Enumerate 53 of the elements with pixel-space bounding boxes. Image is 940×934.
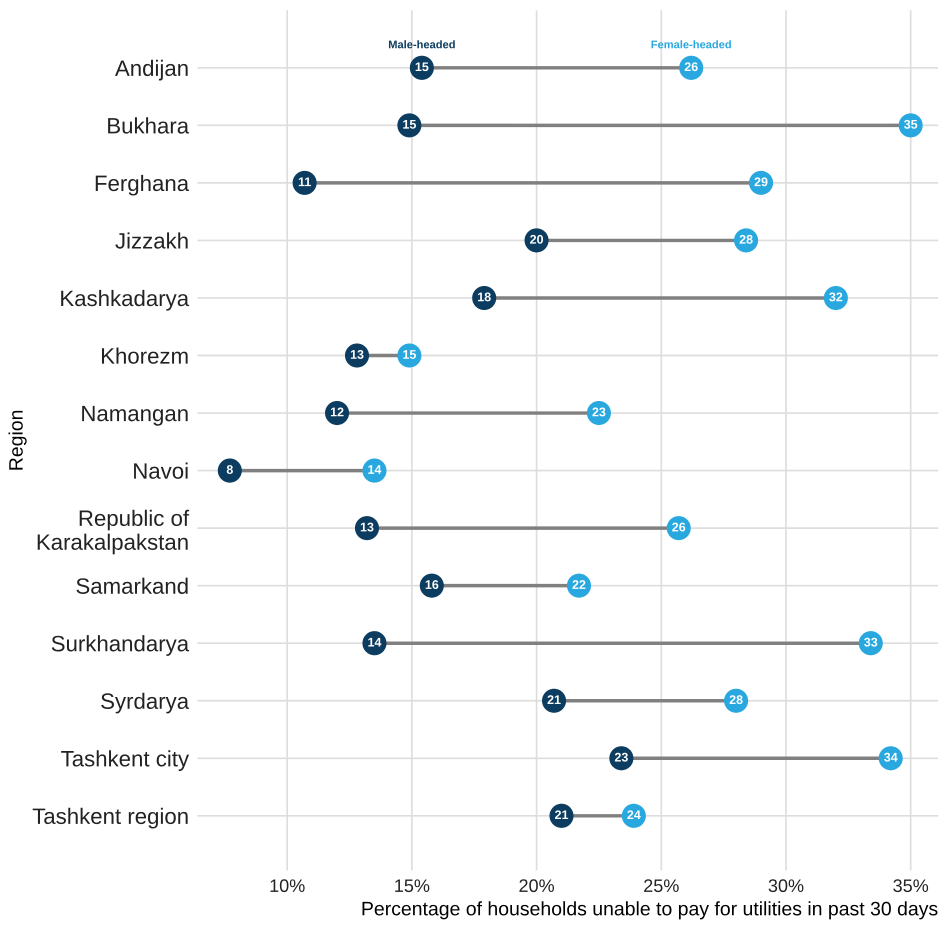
y-tick-label: Kashkadarya: [61, 290, 190, 311]
data-label: 34: [884, 752, 898, 762]
data-label: 21: [548, 695, 561, 704]
data-label: 15: [416, 62, 428, 72]
y-tick-label: Samarkand: [76, 578, 188, 594]
data-label: 28: [740, 234, 753, 244]
y-tick-label: Namangan: [82, 406, 188, 426]
data-label: 13: [350, 350, 364, 359]
y-tick-label: Navoi: [134, 462, 188, 479]
data-label: 23: [592, 408, 606, 416]
data-label: 18: [478, 292, 491, 302]
data-label: 11: [298, 178, 311, 186]
x-tick-label: 25%: [644, 879, 679, 892]
x-tick-label: 30%: [768, 879, 804, 892]
point: [218, 458, 242, 483]
data-label: 14: [368, 465, 382, 474]
x-tick-label: 20%: [519, 879, 554, 892]
x-tick-label: 10%: [270, 879, 305, 892]
x-tick-label: 35%: [893, 879, 928, 892]
y-tick-label: Ferghana: [96, 174, 190, 196]
y-tick-label: Syrdarya: [101, 692, 190, 714]
data-label: 14: [368, 638, 382, 646]
data-label: 21: [555, 810, 568, 820]
data-label: 13: [360, 522, 374, 532]
data-label: 24: [627, 810, 641, 820]
y-tick-label: Surkhandarya: [52, 635, 190, 656]
y-axis-title: Region: [8, 410, 27, 470]
data-label: 12: [330, 408, 344, 416]
series-label: Female-headed: [652, 40, 731, 48]
data-label: 22: [572, 580, 586, 589]
y-tick-label: Andijan: [114, 60, 188, 80]
data-label: 15: [403, 120, 416, 129]
y-tick-label: Republic of Karakalpakstan: [38, 510, 190, 554]
data-label: 20: [530, 234, 544, 244]
data-label: 26: [684, 62, 698, 72]
x-axis-title: Percentage of households unable to pay for utilities in past 30 days: [362, 901, 938, 920]
y-tick-label: Tashkent city: [61, 750, 190, 771]
data-label: 33: [864, 638, 878, 647]
y-tick-label: Jizzakh: [115, 232, 188, 249]
y-tick-label: Tashkent region: [32, 808, 188, 828]
data-label: 23: [614, 752, 628, 762]
y-tick-label: Bukhara: [108, 117, 190, 134]
data-label: 28: [730, 695, 743, 704]
x-tick-label: 15%: [395, 879, 430, 892]
data-label: 26: [672, 522, 686, 532]
data-label: 15: [403, 350, 416, 359]
data-label: 35: [904, 120, 918, 129]
data-label: 29: [754, 177, 768, 186]
y-tick-label: Khorezm: [102, 347, 188, 364]
series-label: Male-headed: [388, 40, 455, 48]
data-label: 8: [226, 465, 233, 474]
data-label: 32: [829, 292, 842, 302]
data-label: 16: [426, 580, 438, 590]
